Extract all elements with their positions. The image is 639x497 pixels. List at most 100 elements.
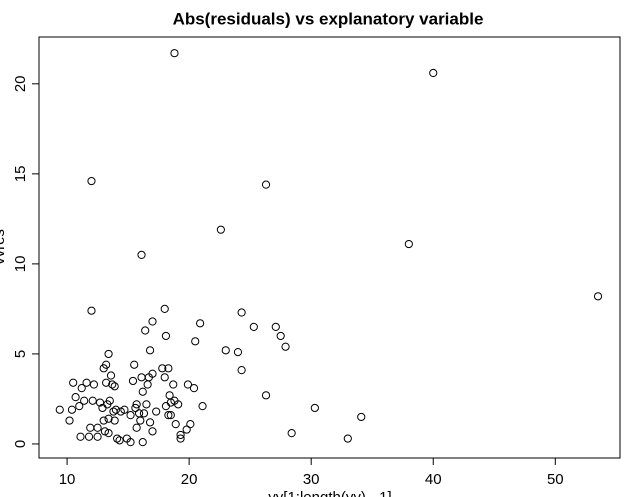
point bbox=[171, 420, 180, 429]
point bbox=[104, 414, 113, 423]
point bbox=[145, 418, 155, 427]
point bbox=[120, 405, 129, 414]
point bbox=[148, 369, 157, 378]
point bbox=[88, 396, 97, 405]
x-tick-label: 20 bbox=[181, 471, 198, 488]
point bbox=[183, 380, 193, 389]
chart-title: Abs(residuals) vs explanatory variable bbox=[173, 9, 484, 28]
point bbox=[132, 400, 141, 409]
point bbox=[138, 387, 147, 396]
point bbox=[176, 430, 185, 440]
point bbox=[143, 380, 152, 389]
point bbox=[93, 423, 102, 432]
point bbox=[189, 384, 199, 393]
point bbox=[110, 382, 119, 391]
point bbox=[105, 396, 114, 405]
point bbox=[126, 411, 135, 420]
point bbox=[164, 411, 173, 420]
point bbox=[136, 416, 145, 425]
y-tick-label: 15 bbox=[12, 166, 29, 183]
point bbox=[139, 409, 149, 418]
point bbox=[128, 376, 138, 386]
point bbox=[132, 423, 141, 432]
point bbox=[281, 342, 290, 351]
point bbox=[99, 416, 108, 425]
point bbox=[102, 378, 111, 387]
point bbox=[141, 326, 150, 335]
point bbox=[196, 319, 205, 328]
point bbox=[161, 402, 171, 411]
point bbox=[87, 176, 96, 186]
point bbox=[429, 68, 438, 78]
point bbox=[233, 348, 243, 357]
point bbox=[75, 402, 84, 411]
point bbox=[404, 239, 413, 249]
point bbox=[216, 225, 225, 234]
point bbox=[108, 380, 117, 389]
point bbox=[137, 250, 146, 259]
point bbox=[158, 364, 167, 373]
y-tick-label: 20 bbox=[12, 75, 29, 92]
point bbox=[148, 427, 157, 436]
point bbox=[138, 438, 147, 447]
point bbox=[80, 396, 89, 405]
point bbox=[104, 349, 113, 359]
x-axis-label: yy[1:length(yy) - 1] bbox=[268, 489, 391, 497]
point bbox=[176, 434, 185, 443]
point bbox=[55, 405, 64, 414]
point bbox=[106, 371, 116, 380]
point bbox=[137, 373, 146, 382]
point bbox=[113, 434, 122, 443]
point bbox=[249, 322, 258, 332]
x-tick-label: 10 bbox=[59, 471, 76, 488]
point bbox=[261, 391, 271, 400]
point bbox=[198, 402, 207, 411]
point bbox=[110, 416, 119, 425]
point bbox=[77, 384, 86, 393]
point bbox=[71, 393, 80, 402]
point bbox=[142, 400, 151, 409]
point bbox=[89, 380, 99, 389]
point bbox=[93, 432, 102, 441]
point bbox=[221, 346, 230, 355]
point bbox=[145, 346, 155, 355]
point bbox=[84, 432, 94, 441]
point bbox=[115, 436, 124, 445]
point bbox=[166, 411, 175, 420]
plot-box bbox=[38, 36, 621, 459]
point bbox=[174, 400, 183, 409]
point bbox=[65, 416, 74, 425]
point bbox=[86, 423, 95, 432]
point bbox=[87, 306, 96, 315]
point bbox=[95, 398, 105, 407]
point bbox=[164, 364, 173, 373]
point bbox=[237, 308, 246, 317]
point bbox=[191, 337, 200, 346]
point bbox=[169, 380, 178, 389]
point bbox=[111, 405, 120, 414]
y-tick-label: 5 bbox=[12, 350, 29, 358]
point bbox=[126, 438, 135, 447]
y-tick-label: 0 bbox=[12, 440, 29, 448]
point bbox=[161, 331, 171, 341]
x-tick-label: 30 bbox=[303, 471, 320, 488]
point bbox=[152, 407, 161, 416]
point bbox=[271, 322, 280, 332]
point bbox=[287, 429, 296, 438]
point bbox=[170, 49, 179, 58]
point bbox=[76, 432, 85, 441]
x-tick-label: 50 bbox=[547, 471, 564, 488]
point bbox=[160, 304, 169, 314]
point bbox=[182, 425, 191, 434]
x-tick-label: 40 bbox=[425, 471, 442, 488]
point bbox=[69, 378, 78, 387]
point bbox=[261, 180, 271, 189]
point bbox=[104, 429, 113, 438]
y-tick-label: 10 bbox=[12, 256, 29, 273]
point bbox=[67, 405, 77, 414]
point bbox=[276, 331, 285, 341]
point bbox=[357, 412, 366, 422]
point bbox=[310, 403, 319, 413]
point bbox=[82, 378, 91, 387]
